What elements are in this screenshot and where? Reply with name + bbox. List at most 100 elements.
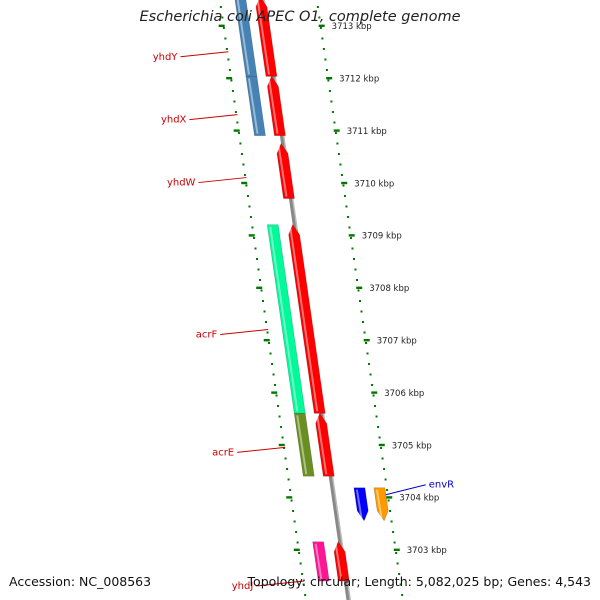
gene-label-leader bbox=[198, 177, 247, 184]
minor-tick bbox=[362, 321, 365, 323]
gene-label-envR: envR bbox=[429, 480, 454, 491]
gene-yhdY-feature-highlight bbox=[236, 0, 250, 75]
gene-label-leader bbox=[256, 580, 305, 587]
minor-tick bbox=[281, 436, 284, 439]
minor-tick bbox=[262, 300, 264, 302]
minor-tick bbox=[249, 216, 252, 218]
minor-tick bbox=[366, 352, 369, 355]
minor-tick bbox=[368, 363, 371, 365]
minor-tick bbox=[271, 363, 274, 365]
minor-tick bbox=[263, 310, 266, 313]
ruler-ticks: 3713 kbp 3712 kbp 3711 kbp 3710 kbp 3709 kbp… bbox=[218, 6, 447, 596]
minor-tick bbox=[301, 573, 304, 575]
gene-label-leader bbox=[220, 329, 269, 336]
minor-tick bbox=[242, 163, 245, 166]
ruler-tick-label: 3712 kbp bbox=[339, 75, 379, 85]
ruler-tick-label: 3707 kbp bbox=[377, 337, 417, 347]
major-tick-inner bbox=[256, 286, 263, 289]
major-tick-inner bbox=[286, 496, 293, 499]
forward-cds-arrow bbox=[315, 412, 335, 477]
major-tick-outer bbox=[318, 24, 325, 27]
major-tick-inner bbox=[226, 77, 233, 80]
minor-tick bbox=[389, 510, 392, 512]
other-feature-highlight bbox=[375, 489, 383, 519]
major-tick-inner bbox=[293, 548, 300, 551]
minor-tick bbox=[371, 384, 374, 386]
ruler-tick-label: 3704 kbp bbox=[399, 494, 439, 504]
minor-tick bbox=[336, 142, 339, 145]
forward-cds-arrow-highlight bbox=[256, 0, 270, 75]
gene-label-yhdJ: yhdJ bbox=[232, 581, 254, 592]
minor-tick bbox=[269, 352, 272, 355]
minor-tick bbox=[322, 48, 325, 50]
minor-tick bbox=[289, 489, 292, 491]
minor-tick bbox=[378, 436, 381, 439]
minor-tick bbox=[365, 342, 368, 344]
ruler-tick-label: 3708 kbp bbox=[369, 284, 409, 294]
minor-tick bbox=[258, 279, 261, 281]
minor-tick bbox=[334, 132, 337, 134]
gene-yhdX-feature bbox=[245, 76, 266, 136]
gene-labels: yhdY yhdX yhdW acrF acrE envR yhdJ bbox=[153, 51, 454, 592]
minor-tick bbox=[351, 247, 354, 250]
minor-tick bbox=[384, 478, 387, 481]
minor-tick bbox=[292, 510, 295, 512]
ruler-tick-label: 3710 kbp bbox=[354, 179, 394, 189]
minor-tick bbox=[230, 79, 233, 82]
major-tick-outer bbox=[356, 286, 363, 289]
gene-label-yhdY: yhdY bbox=[153, 52, 179, 63]
major-tick-outer bbox=[378, 443, 385, 447]
gene-yhdX-feature-highlight bbox=[247, 78, 259, 134]
minor-tick bbox=[377, 426, 380, 428]
minor-tick bbox=[240, 153, 243, 155]
minor-tick bbox=[286, 468, 289, 470]
minor-tick bbox=[278, 415, 281, 418]
gene-yhdJ-feature bbox=[312, 541, 330, 582]
minor-tick bbox=[221, 16, 224, 19]
minor-tick bbox=[393, 541, 396, 544]
minor-tick bbox=[234, 111, 237, 113]
minor-tick bbox=[374, 405, 377, 407]
minor-tick bbox=[236, 121, 239, 124]
minor-tick bbox=[260, 289, 263, 292]
minor-tick bbox=[386, 489, 389, 491]
minor-tick bbox=[266, 331, 269, 334]
minor-tick bbox=[237, 132, 240, 134]
minor-tick bbox=[272, 373, 275, 376]
major-tick-outer bbox=[363, 339, 370, 342]
minor-tick bbox=[342, 184, 345, 187]
minor-tick bbox=[325, 69, 328, 71]
gene-features bbox=[234, 0, 389, 582]
length-value: 5,082,025 bp bbox=[415, 574, 500, 589]
ruler-tick-label: 3709 kbp bbox=[362, 232, 402, 242]
minor-tick bbox=[222, 27, 225, 29]
ruler-tick-label: 3706 kbp bbox=[384, 389, 424, 399]
minor-tick bbox=[248, 205, 251, 208]
minor-tick bbox=[327, 79, 330, 82]
major-tick-inner bbox=[248, 234, 255, 237]
gene-label-acrF: acrF bbox=[196, 330, 218, 341]
major-tick-inner bbox=[241, 181, 248, 185]
minor-tick bbox=[243, 174, 246, 176]
minor-tick bbox=[275, 394, 278, 397]
minor-tick bbox=[369, 373, 372, 376]
minor-tick bbox=[333, 121, 336, 124]
forward-cds-arrow-highlight bbox=[316, 415, 328, 475]
forward-cds-arrow bbox=[276, 142, 295, 199]
ruler-tick-label: 3703 kbp bbox=[407, 546, 447, 556]
genome-summary: Topology: circular; Length: 5,082,025 bp… bbox=[247, 574, 591, 589]
minor-tick bbox=[268, 342, 271, 344]
minor-tick bbox=[239, 142, 242, 145]
minor-tick bbox=[245, 184, 248, 187]
minor-tick bbox=[228, 69, 231, 71]
minor-tick bbox=[346, 216, 349, 218]
minor-tick bbox=[324, 58, 327, 61]
major-tick-outer bbox=[393, 548, 400, 551]
minor-tick bbox=[287, 478, 290, 481]
minor-tick bbox=[372, 394, 375, 397]
minor-tick bbox=[387, 499, 390, 502]
topology-label: Topology: bbox=[247, 574, 307, 589]
minor-tick bbox=[363, 331, 366, 334]
gene-label-leader bbox=[237, 446, 286, 453]
